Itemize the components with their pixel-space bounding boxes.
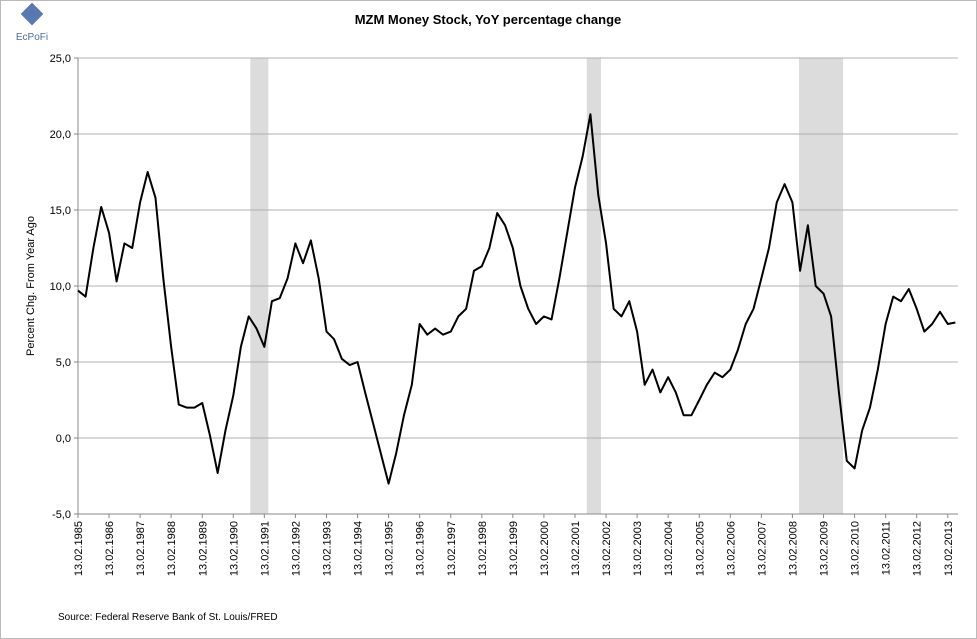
x-tick-label: 13.02.1988 — [166, 521, 178, 576]
x-tick-label: 13.02.2003 — [632, 521, 644, 576]
x-tick-label: 13.02.1997 — [446, 521, 458, 576]
x-tick-label: 13.02.2008 — [787, 521, 799, 576]
chart-title: MZM Money Stock, YoY percentage change — [355, 12, 622, 27]
x-tick-label: 13.02.2000 — [539, 521, 551, 576]
x-tick-label: 13.02.1998 — [477, 521, 489, 576]
x-tick-label: 13.02.2004 — [663, 521, 675, 576]
logo-text: EcPoFi — [16, 32, 48, 43]
logo: EcPoFi — [16, 2, 48, 43]
x-tick-label: 13.02.1987 — [135, 521, 147, 576]
x-tick-label: 13.02.2002 — [601, 521, 613, 576]
logo-icon — [20, 2, 44, 26]
x-tick-label: 13.02.2011 — [881, 521, 893, 575]
x-tick-label: 13.02.1999 — [508, 521, 520, 576]
x-tick-label: 13.02.1994 — [353, 521, 365, 576]
y-tick-label: 5,0 — [56, 357, 71, 369]
data-line — [77, 113, 956, 485]
y-tick-label: 20,0 — [50, 129, 71, 141]
x-tick-label: 13.02.2009 — [819, 521, 831, 576]
y-tick-label: 15,0 — [50, 205, 71, 217]
x-tick-label: 13.02.1989 — [197, 521, 209, 576]
y-axis-label: Percent Chg. From Year Ago — [25, 216, 37, 356]
y-tick-label: 0,0 — [56, 433, 71, 445]
x-tick-label: 13.02.2001 — [570, 521, 582, 576]
x-tick-label: 13.02.2010 — [850, 521, 862, 576]
x-tick-label: 13.02.1990 — [228, 521, 240, 576]
x-tick-label: 13.02.1995 — [384, 521, 396, 576]
x-tick-label: 13.02.1993 — [322, 521, 334, 576]
x-tick-label: 13.02.2012 — [912, 521, 924, 576]
y-tick-label: 10,0 — [50, 281, 71, 293]
source: Source: Federal Reserve Bank of St. Loui… — [58, 612, 278, 623]
x-tick-label: 13.02.1992 — [290, 521, 302, 576]
y-tick-label: -5,0 — [52, 509, 71, 521]
x-tick-label: 13.02.1985 — [73, 521, 85, 576]
x-tick-label: 13.02.1991 — [259, 521, 271, 576]
x-tick-label: 13.02.1986 — [104, 521, 116, 576]
x-tick-label: 13.02.2013 — [943, 521, 955, 576]
x-tick-label: 13.02.1996 — [415, 521, 427, 576]
y-tick-label: 25,0 — [50, 53, 71, 65]
x-tick-label: 13.02.2007 — [756, 521, 768, 576]
x-tick-label: 13.02.2006 — [725, 521, 737, 576]
x-tick-label: 13.02.2005 — [694, 521, 706, 576]
